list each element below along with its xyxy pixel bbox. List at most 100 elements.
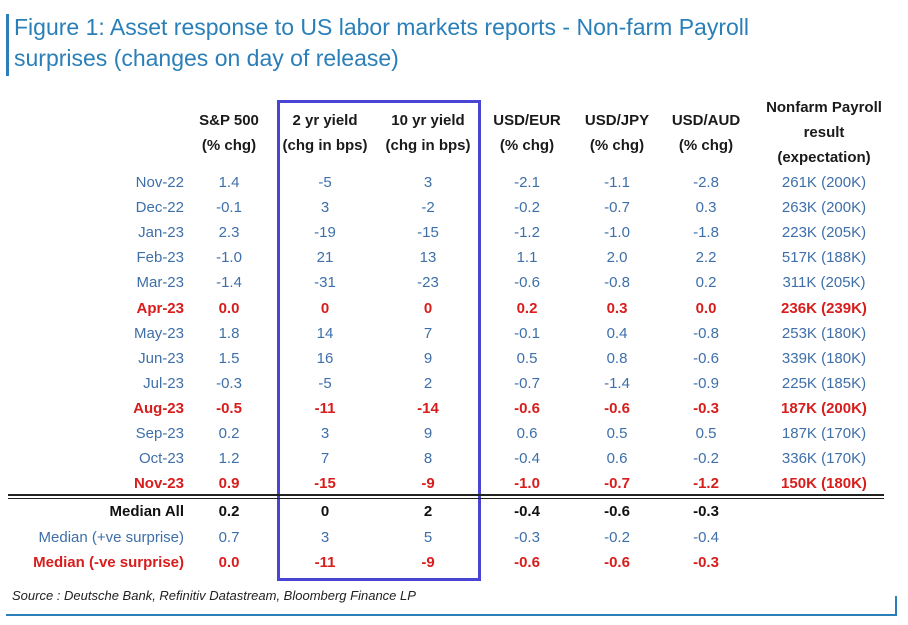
table-cell-y2: -11 [314,554,336,571]
row-label: Jan-23 [138,224,184,242]
table-cell-eur: 0.2 [516,299,538,317]
table-cell-eur: -0.7 [514,374,540,392]
table-cell-spx: 2.3 [218,224,240,242]
summary-separator-thin [8,498,884,499]
table-cell-y10: 9 [423,349,433,367]
column-header-y10: 10 yr yield [391,112,465,129]
table-cell-y2: 3 [320,528,330,546]
table-cell-jpy: 0.6 [606,450,628,468]
table-cell-y10: -9 [421,475,435,493]
column-header-jpy: (% chg) [589,137,645,154]
table-cell-y2: 7 [320,450,330,468]
table-cell-y10: 8 [423,450,433,468]
row-label: Feb-23 [136,249,184,267]
table-cell-y2: -31 [314,274,336,292]
table-cell-jpy: 0.4 [606,324,628,342]
table-cell-nfp: 336K (170K) [781,450,867,468]
table-cell-jpy: -0.6 [604,554,630,571]
table-cell-aud: -2.8 [693,174,719,191]
table-cell-jpy: -1.0 [604,224,630,242]
table-cell-spx: 0.2 [218,503,240,520]
summary-separator-thick [8,494,884,496]
table-cell-aud: -1.8 [693,224,719,242]
table-cell-jpy: -0.2 [604,528,630,546]
table-cell-jpy: 0.3 [606,299,628,317]
table-cell-nfp: 253K (180K) [781,324,867,342]
figure-title-line-2: surprises (changes on day of release) [14,45,399,71]
table-cell-y2: 14 [316,324,334,342]
table-cell-jpy: 0.5 [606,425,628,442]
table-cell-jpy: 2.0 [606,249,628,267]
table-cell-aud: 0.2 [695,274,717,292]
table-cell-spx: 1.4 [218,174,240,191]
table-cell-nfp: 517K (188K) [781,249,867,267]
table-cell-eur: 0.6 [516,425,538,442]
row-label: May-23 [133,324,184,342]
table-cell-spx: 1.5 [218,349,240,367]
table-cell-nfp: 236K (239K) [781,299,867,317]
title-accent-bar [6,14,9,76]
table-cell-y10: 13 [419,249,437,267]
table-cell-y10: -2 [421,199,435,217]
table-cell-eur: -0.6 [514,554,540,571]
table-cell-spx: -1.4 [216,274,242,292]
table-cell-aud: -0.3 [693,503,719,520]
table-cell-spx: 0.2 [218,425,240,442]
table-cell-nfp: 339K (180K) [781,349,867,367]
table-cell-y2: -5 [318,174,332,191]
table-cell-aud: -0.9 [693,374,719,392]
bottom-rule [6,614,896,616]
row-label: Jun-23 [138,349,184,367]
table-cell-jpy: -1.1 [604,174,630,191]
row-label: Dec-22 [135,199,184,217]
table-cell-eur: -1.0 [514,475,540,493]
table-cell-eur: -0.6 [514,274,540,292]
table-cell-y10: 7 [423,324,433,342]
table-cell-aud: 0.0 [695,299,717,317]
table-cell-spx: 1.8 [218,324,240,342]
table-cell-jpy: -0.6 [604,399,630,417]
table-cell-eur: -0.3 [514,528,540,546]
row-label: Median (-ve surprise) [33,554,184,571]
table-cell-jpy: -0.6 [604,503,630,520]
table-cell-y10: 5 [423,528,433,546]
row-label: Median (+ve surprise) [38,528,184,546]
table-cell-y2: -11 [314,399,336,417]
table-cell-y2: 3 [320,199,330,217]
row-label: Median All [109,503,184,520]
table-cell-y10: 2 [423,374,433,392]
source-note: Source : Deutsche Bank, Refinitiv Datast… [12,588,416,603]
bottom-rule-tick [895,596,897,616]
column-header-jpy: USD/JPY [584,112,650,129]
table-cell-jpy: -0.8 [604,274,630,292]
row-label: Sep-23 [135,425,184,442]
table-cell-eur: -1.2 [514,224,540,242]
table-cell-nfp: 187K (170K) [781,425,867,442]
table-cell-aud: -0.6 [693,349,719,367]
table-cell-y10: 9 [423,425,433,442]
row-label: Oct-23 [138,450,184,468]
row-label: Nov-22 [135,174,184,191]
table-cell-jpy: -0.7 [604,199,630,217]
table-cell-y2: 0 [320,503,330,520]
table-cell-aud: -0.4 [693,528,719,546]
table-cell-spx: -1.0 [216,249,242,267]
table-cell-eur: -0.2 [514,199,540,217]
table-cell-aud: -1.2 [693,475,719,493]
table-cell-eur: -0.6 [514,399,540,417]
column-header-eur: USD/EUR [493,112,561,129]
table-cell-nfp: 223K (205K) [781,224,867,242]
table-cell-nfp: 150K (180K) [781,475,867,493]
table-cell-y10: -15 [417,224,439,242]
column-header-y2: 2 yr yield [292,112,358,129]
table-cell-eur: -0.4 [514,450,540,468]
table-cell-eur: -0.4 [514,503,540,520]
row-label: Nov-23 [133,475,184,493]
table-cell-spx: -0.1 [216,199,242,217]
table-cell-spx: 0.7 [218,528,240,546]
figure-title: Figure 1: Asset response to US labor mar… [14,12,894,74]
table-cell-nfp: 263K (200K) [781,199,867,217]
column-header-nfp: (expectation) [777,149,871,166]
table-cell-aud: -0.3 [693,554,719,571]
table-cell-aud: 0.5 [695,425,717,442]
